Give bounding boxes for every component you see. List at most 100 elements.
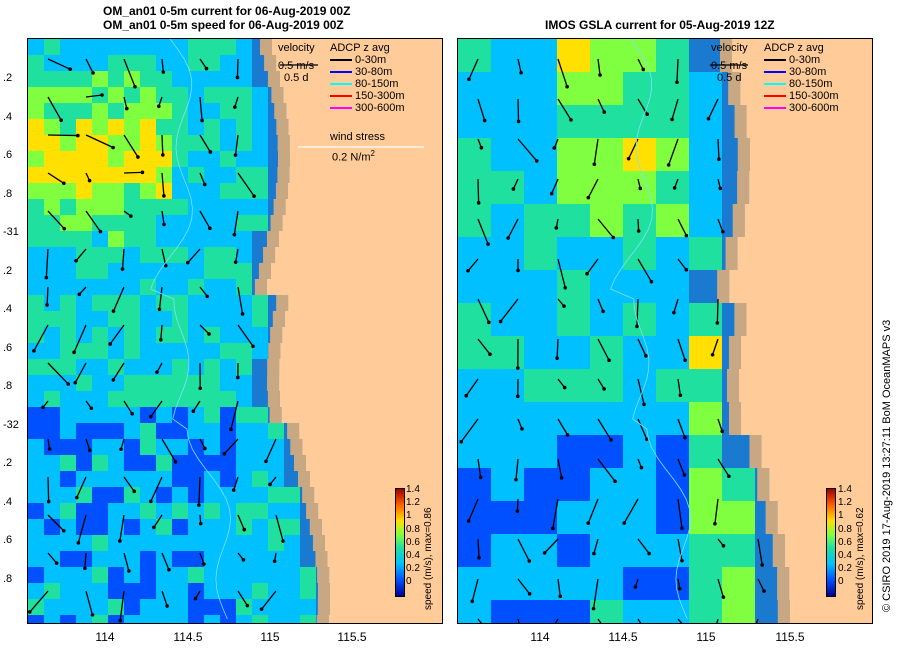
- vector-arrowhead: [233, 153, 238, 157]
- current-vector-arrow: [161, 134, 164, 155]
- ocean-cell: [60, 327, 76, 343]
- current-vector-arrow: [161, 438, 177, 463]
- current-vector-arrow: [198, 476, 201, 506]
- vector-arrowhead: [591, 606, 596, 611]
- vector-arrowhead: [203, 446, 207, 451]
- current-vector-arrow: [557, 98, 572, 121]
- current-vector-arrow: [517, 98, 520, 122]
- ocean-cell: [252, 183, 268, 199]
- current-vector-arrow: [587, 178, 599, 198]
- ocean-cell: [284, 503, 300, 519]
- ocean-cell: [188, 119, 204, 135]
- land-cell: [279, 391, 442, 407]
- shelf-cell: [270, 215, 283, 231]
- ocean-cell: [236, 247, 252, 263]
- current-vector-arrow: [47, 552, 58, 564]
- current-vector-arrow: [76, 476, 87, 498]
- ocean-cell: [188, 151, 204, 167]
- velocity-label-right: velocity: [711, 42, 748, 54]
- ocean-cell: [156, 167, 172, 183]
- current-vector-arrow: [233, 476, 239, 491]
- vector-arrowhead: [670, 117, 674, 122]
- land-cell: [318, 503, 442, 519]
- vector-arrowhead: [149, 499, 153, 504]
- ocean-cell: [44, 471, 60, 487]
- vector-arrowhead: [562, 304, 566, 308]
- adcp-range-row: 150-300m: [330, 90, 405, 102]
- vector-arrowhead: [563, 285, 568, 290]
- ocean-cell: [557, 402, 590, 435]
- ocean-cell: [44, 423, 60, 439]
- ocean-cell: [140, 615, 156, 623]
- ocean-cell: [722, 567, 755, 600]
- ocean-cell: [44, 215, 60, 231]
- ocean-cell: [204, 535, 220, 551]
- current-vector-arrow: [29, 590, 49, 613]
- ocean-cell: [188, 487, 204, 503]
- current-vector-arrow: [557, 258, 566, 288]
- ocean-cell: [60, 487, 76, 503]
- shelf-cell: [317, 583, 330, 599]
- adcp-range-label: 150-300m: [355, 90, 405, 102]
- ocean-cell: [623, 72, 656, 105]
- ocean-cell: [28, 423, 44, 439]
- ocean-cell: [188, 439, 204, 455]
- adcp-range-label: 80-150m: [789, 78, 833, 90]
- colorbar-tick-label: 0.2: [406, 563, 420, 575]
- ocean-cell: [458, 303, 491, 336]
- vector-arrowhead: [62, 181, 66, 186]
- current-vector-arrow: [158, 286, 163, 310]
- land-cell: [309, 471, 442, 487]
- land-cell: [321, 519, 442, 535]
- ocean-cell: [60, 551, 76, 567]
- ocean-cell: [268, 615, 284, 623]
- ocean-cell: [458, 171, 491, 204]
- ocean-cell: [108, 103, 124, 119]
- ocean-cell: [140, 103, 156, 119]
- ocean-cell: [172, 55, 188, 71]
- ocean-cell: [656, 534, 689, 567]
- ocean-cell: [236, 343, 252, 359]
- credit-text: © CSIRO 2019 17-Aug-2019 13:27:11 BoM Oc…: [881, 319, 893, 612]
- ocean-cell: [140, 375, 156, 391]
- ocean-cell: [557, 468, 590, 501]
- shelf-cell: [777, 567, 790, 600]
- ocean-cell: [204, 167, 220, 183]
- vector-arrowhead: [613, 479, 617, 484]
- ocean-cell: [76, 55, 92, 71]
- ocean-cell: [590, 534, 623, 567]
- ocean-cell: [76, 151, 92, 167]
- current-vector-arrow: [671, 98, 679, 120]
- vector-arrowhead: [120, 267, 125, 271]
- adcp-range-row: 300-600m: [330, 102, 405, 114]
- ocean-cell: [172, 359, 188, 375]
- ocean-cell: [108, 295, 124, 311]
- current-vector-arrow: [47, 134, 78, 137]
- ocean-cell: [220, 359, 236, 375]
- current-vector-arrow: [517, 58, 522, 73]
- ocean-cell: [92, 615, 108, 623]
- ocean-cell: [140, 151, 156, 167]
- vector-arrowhead: [45, 303, 49, 307]
- ocean-cell: [300, 599, 316, 615]
- current-vector-arrow: [199, 58, 208, 69]
- wind-scale-value: 0.2 N/m: [332, 151, 371, 164]
- ocean-cell: [140, 455, 156, 471]
- vector-arrowhead: [477, 555, 481, 560]
- ocean-cell: [188, 103, 204, 119]
- ocean-cell: [491, 402, 524, 435]
- ocean-cell: [172, 327, 188, 343]
- current-vector-arrow: [637, 618, 642, 623]
- ocean-cell: [44, 199, 60, 215]
- current-vector-arrow: [517, 578, 531, 595]
- colorbar-left: [395, 488, 405, 597]
- ocean-cell: [124, 567, 140, 583]
- shelf-cell: [270, 327, 283, 343]
- ocean-cell: [156, 375, 172, 391]
- vector-arrowhead: [198, 386, 203, 391]
- current-vector-arrow: [230, 400, 239, 430]
- ocean-cell: [28, 151, 44, 167]
- vector-arrowhead: [130, 411, 134, 416]
- vector-arrowhead: [125, 106, 129, 111]
- ocean-cell: [156, 535, 172, 551]
